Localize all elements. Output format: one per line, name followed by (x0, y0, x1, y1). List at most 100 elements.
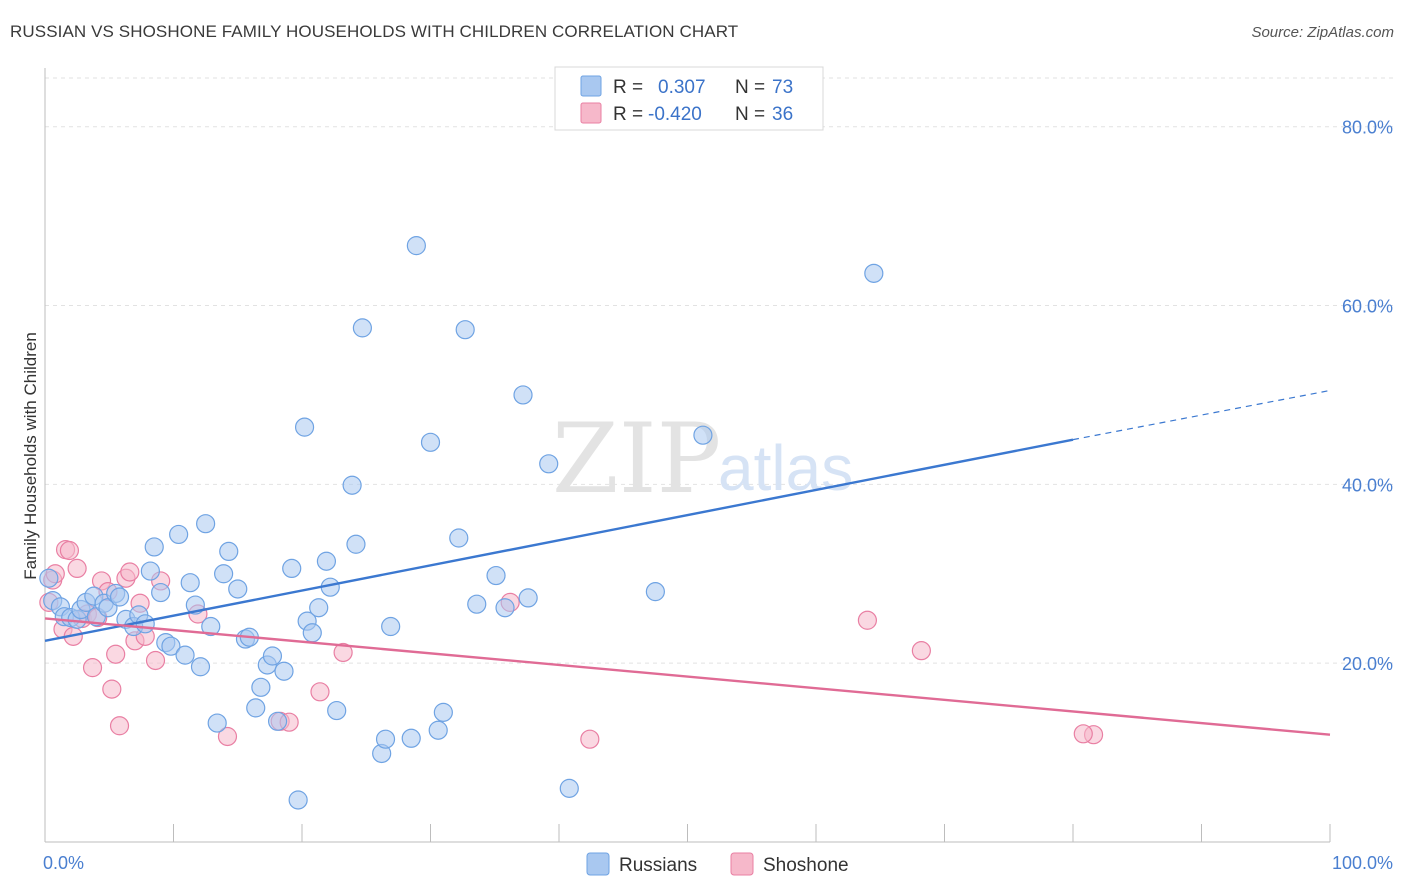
y-tick-label: 20.0% (1342, 654, 1393, 674)
watermark-atlas: atlas (718, 432, 853, 504)
russians-point (693, 425, 713, 445)
russians-point (518, 588, 538, 608)
legend-r-value: -0.420 (648, 104, 702, 125)
shoshone-trend-line (44, 617, 1331, 736)
russians-point (645, 582, 665, 602)
russians-point (140, 561, 160, 581)
shoshone-point (217, 726, 238, 747)
y-tick-labels: 20.0% 40.0% 60.0% 80.0% (1342, 118, 1393, 674)
russians-point (288, 790, 308, 810)
y-tick-label: 40.0% (1342, 475, 1393, 495)
shoshone-point (109, 716, 130, 736)
x-tick-label: 0.0% (43, 853, 84, 873)
watermark-zip: ZIP (552, 403, 721, 515)
shoshone-point (580, 729, 600, 749)
russians-point (420, 432, 441, 452)
shoshone-point (310, 682, 330, 702)
russians-point (455, 320, 475, 340)
legend-n-label: N = (735, 77, 765, 98)
y-axis-title: Family Households with Children (21, 332, 40, 580)
russians-point (375, 729, 396, 749)
russians-point (274, 661, 294, 681)
russians-point (109, 587, 130, 607)
y-tick-label: 80.0% (1342, 118, 1393, 138)
russians-point (449, 528, 469, 548)
russians-point (401, 728, 421, 748)
russians-point (467, 594, 487, 614)
shoshone-point (1073, 724, 1093, 744)
shoshone-point (120, 562, 140, 582)
shoshone-point (106, 644, 126, 664)
russians-point (539, 454, 559, 474)
legend-n-value: 36 (772, 104, 793, 125)
russians-point (346, 534, 366, 554)
russians-point (144, 537, 164, 557)
legend-r-label: R = (613, 104, 643, 125)
russians-point (180, 573, 200, 593)
russians-point (201, 616, 221, 637)
watermark: ZIP atlas (552, 403, 853, 515)
bottom-legend-russians: Russians (619, 855, 697, 876)
russians-point (39, 568, 59, 588)
russians-points (39, 236, 884, 810)
grid-lines (45, 77, 1393, 664)
russians-point (169, 524, 189, 545)
y-tick-label: 60.0% (1342, 297, 1393, 317)
source-note: Source: ZipAtlas.com (1251, 24, 1394, 41)
russians-point (135, 614, 155, 634)
legend-n-value: 73 (772, 77, 793, 98)
russians-trend-line (44, 438, 1074, 643)
legend-n-label: N = (735, 104, 765, 125)
legend-r-label: R = (613, 77, 643, 98)
bottom-legend-shoshone: Shoshone (763, 855, 849, 876)
legend-r-value: 0.307 (658, 77, 706, 98)
legend-swatch-shoshone (580, 102, 602, 124)
russians-point (513, 385, 533, 405)
russians-point (495, 598, 515, 618)
russians-point (294, 417, 315, 437)
russians-point (316, 551, 337, 571)
russians-point (262, 646, 283, 666)
russians-point (267, 711, 288, 731)
russians-point (282, 558, 302, 579)
correlation-legend: R = 0.307 N = 73 R = -0.420 N = 36 (554, 66, 824, 131)
shoshone-point (911, 641, 931, 661)
shoshone-point (67, 558, 87, 579)
shoshone-point (333, 642, 353, 663)
bottom-legend-swatch-shoshone (730, 852, 754, 876)
russians-point (428, 720, 448, 740)
axes (44, 68, 1331, 843)
russians-point (352, 318, 372, 338)
shoshone-point (857, 610, 878, 630)
shoshone-point (82, 658, 103, 678)
russians-point (864, 263, 884, 283)
russians-point (559, 778, 579, 798)
legend-swatch-russians (580, 75, 602, 97)
trend-lines (44, 389, 1331, 736)
russians-point (327, 700, 347, 721)
russians-point (175, 645, 195, 665)
russians-point (302, 623, 322, 643)
russians-point (381, 616, 401, 637)
x-tick-labels: 0.0% 100.0% (43, 853, 1393, 873)
shoshone-point (102, 679, 122, 699)
russians-point (433, 702, 453, 722)
russians-point (196, 514, 216, 534)
russians-point (151, 582, 171, 603)
russians-point (214, 564, 234, 584)
russians-point (161, 636, 181, 656)
shoshone-points (39, 540, 1104, 749)
russians-point (246, 698, 266, 718)
shoshone-point (59, 540, 80, 561)
russians-point (228, 579, 248, 599)
russians-point (486, 565, 506, 586)
bottom-legend-swatch-russians (586, 852, 610, 876)
russians-point (251, 677, 271, 697)
russians-point (219, 541, 239, 562)
russians-point (406, 236, 426, 256)
series-legend: Russians Shoshone (586, 852, 849, 876)
russians-point (309, 598, 329, 618)
russians-point (190, 657, 211, 677)
chart-title: RUSSIAN VS SHOSHONE FAMILY HOUSEHOLDS WI… (10, 22, 739, 41)
